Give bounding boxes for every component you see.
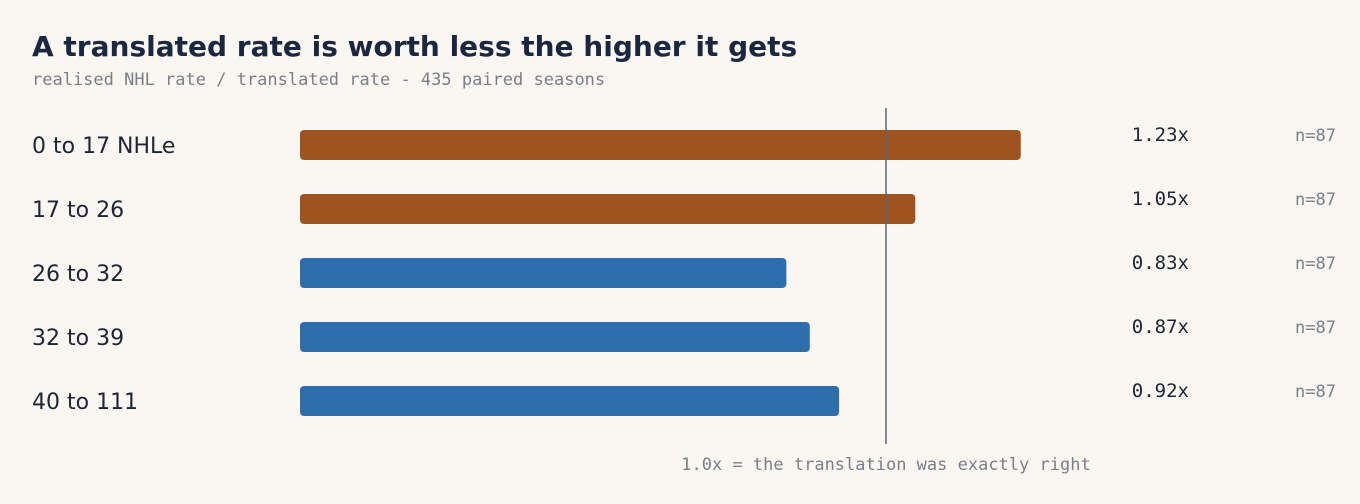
value-label: 1.05x — [1132, 188, 1189, 210]
bar — [300, 258, 787, 288]
count-label: n=87 — [1295, 382, 1336, 402]
category-label: 17 to 26 — [32, 198, 124, 223]
value-label: 1.23x — [1132, 124, 1189, 146]
bar — [300, 322, 810, 352]
value-label: 0.92x — [1132, 380, 1189, 402]
count-label: n=87 — [1295, 190, 1336, 210]
count-label: n=87 — [1295, 318, 1336, 338]
value-label: 0.87x — [1132, 316, 1189, 338]
bar — [300, 386, 840, 416]
bar — [300, 130, 1021, 160]
category-label: 32 to 39 — [32, 326, 124, 351]
bar — [300, 194, 916, 224]
reference-label: 1.0x = the translation was exactly right — [681, 455, 1090, 475]
chart-subtitle: realised NHL rate / translated rate - 43… — [32, 70, 606, 90]
value-label: 0.83x — [1132, 252, 1189, 274]
chart-title: A translated rate is worth less the high… — [32, 30, 798, 63]
count-label: n=87 — [1295, 254, 1336, 274]
category-label: 40 to 111 — [32, 390, 138, 415]
category-label: 0 to 17 NHLe — [32, 134, 175, 159]
count-label: n=87 — [1295, 126, 1336, 146]
category-label: 26 to 32 — [32, 262, 124, 287]
